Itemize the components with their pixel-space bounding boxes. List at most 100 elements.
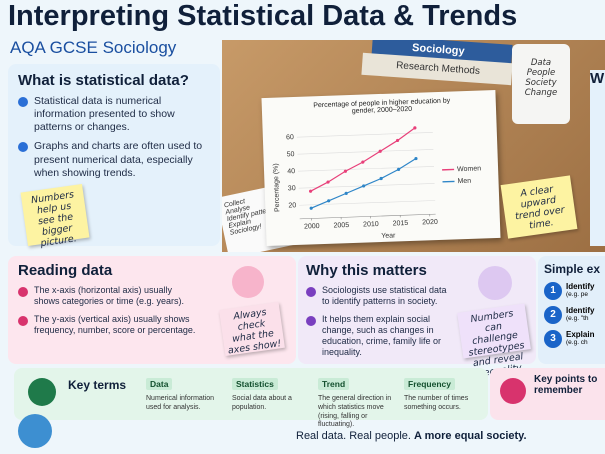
- point: [414, 156, 418, 161]
- example-detail: (e.g. pe: [566, 291, 589, 298]
- subtitle: AQA GCSE Sociology: [10, 38, 177, 57]
- y-tick-label: 40: [287, 168, 295, 175]
- axis: [299, 213, 436, 220]
- bullet-text: The x-axis (horizontal axis) usually sho…: [34, 285, 185, 307]
- examples-panel: Simple ex 1 Identify (e.g. pe 2 Identify (e.g…: [538, 256, 605, 364]
- bullet-text: Sociologists use statistical data to ide…: [322, 285, 447, 307]
- term-card: Trend The general direction in which stat…: [318, 374, 396, 430]
- sticky-note: Numbers help us see the bigger picture.: [20, 183, 90, 249]
- x-tick-label: 2015: [393, 220, 409, 228]
- example-detail: (e.g. "th: [566, 315, 589, 322]
- point: [361, 160, 365, 164]
- definition: The number of times something occurs.: [404, 395, 469, 411]
- bullet: Graphs and charts are often used to pres…: [18, 140, 210, 179]
- example-text: Identify (e.g. "th: [566, 306, 594, 324]
- term-card: Data Numerical information used for analy…: [146, 374, 224, 413]
- heading: Simple ex: [544, 262, 601, 276]
- x-label: Year: [381, 232, 396, 240]
- point: [362, 184, 366, 188]
- chart: Percentage (%) Year 20 30 40 50 60 2000 2005 20…: [273, 126, 481, 240]
- bullet: Sociologists use statistical data to ide…: [306, 285, 454, 308]
- bullet-text: Graphs and charts are often used to pres…: [34, 140, 203, 179]
- x-tick-label: 2010: [363, 221, 379, 229]
- x-tick-label: 2000: [304, 223, 320, 231]
- bullet-text: It helps them explain social change, suc…: [322, 313, 442, 358]
- y-tick-label: 30: [288, 185, 296, 192]
- key-terms-panel: Key terms Data Numerical information used…: [14, 368, 488, 428]
- grid-line: [297, 149, 434, 155]
- point: [344, 191, 348, 195]
- key-points-panel: Key points to remember: [490, 368, 605, 420]
- mug: Data People Society Change: [512, 44, 570, 124]
- sticky-note: Always check what the axes show!: [219, 302, 285, 356]
- bullet: The y-axis (vertical axis) usually shows…: [18, 314, 196, 337]
- heading: What is statistical data?: [18, 72, 189, 89]
- definition: The general direction in which statistic…: [318, 395, 392, 429]
- footer: Real data. Real people. A more equal soc…: [296, 430, 527, 442]
- point: [396, 167, 401, 171]
- point: [308, 189, 313, 193]
- key-icon: [28, 378, 56, 406]
- line: [310, 127, 416, 192]
- people-icon: [478, 266, 512, 300]
- definition: Social data about a population.: [232, 395, 292, 411]
- bullet: It helps them explain social change, suc…: [306, 314, 454, 359]
- grid-line: [296, 132, 433, 138]
- example-number: 2: [544, 306, 562, 324]
- example-item: 3 Explain (e.g. ch: [544, 330, 599, 348]
- y-tick-label: 20: [288, 202, 296, 209]
- right-panel: W: [590, 70, 605, 246]
- check-icon: [500, 378, 526, 404]
- title-text: Interpreting Statistical Data & Trends: [8, 0, 518, 32]
- bulb-icon: [232, 266, 264, 298]
- point: [326, 180, 330, 184]
- x-tick-label: 2005: [333, 222, 349, 230]
- example-number: 3: [544, 330, 562, 348]
- point: [379, 176, 383, 181]
- legend-label: Men: [457, 178, 471, 185]
- example-title: Identify: [566, 306, 595, 315]
- heading: Key points to remember: [534, 374, 598, 396]
- x-tick-label: 2020: [422, 219, 438, 227]
- grid-line: [299, 200, 436, 206]
- sticky-note: Numbers can challenge stereotypes and re…: [457, 303, 531, 380]
- example-detail: (e.g. ch: [566, 339, 588, 346]
- y-label: Percentage (%): [273, 163, 282, 212]
- example-number: 1: [544, 282, 562, 300]
- bullet-text: The y-axis (vertical axis) usually shows…: [34, 313, 196, 335]
- grid-line: [298, 183, 435, 189]
- example-text: Explain (e.g. ch: [566, 330, 594, 348]
- term-card: Statistics Social data about a population…: [232, 374, 310, 413]
- point: [327, 199, 331, 203]
- example-title: Identify: [566, 282, 595, 291]
- bullet: The x-axis (horizontal axis) usually sho…: [18, 285, 196, 308]
- globe-icon: [18, 414, 52, 448]
- bullet-text: Statistical data is numerical informatio…: [34, 95, 175, 134]
- desk-photo: Sociology Research Methods Data People S…: [222, 40, 605, 252]
- term: Frequency: [404, 378, 455, 390]
- example-text: Identify (e.g. pe: [566, 282, 594, 300]
- term: Statistics: [232, 378, 278, 390]
- example-item: 2 Identify (e.g. "th: [544, 306, 599, 324]
- heading: Why this matters: [306, 262, 427, 279]
- term: Data: [146, 378, 173, 390]
- term: Trend: [318, 378, 350, 390]
- point: [378, 149, 382, 153]
- point: [309, 206, 313, 210]
- heading: Key terms: [68, 378, 127, 392]
- title: Interpreting Statistical Data & Trends: [8, 0, 517, 33]
- heading: Reading data: [18, 262, 113, 279]
- y-tick-label: 50: [287, 151, 295, 158]
- y-tick-label: 60: [286, 134, 294, 141]
- example-title: Explain: [566, 330, 595, 339]
- term-card: Frequency The number of times something o…: [404, 374, 482, 413]
- footer-emphasis: A more equal society.: [414, 430, 527, 442]
- grid-line: [298, 166, 434, 172]
- footer-text: Real data. Real people.: [296, 430, 411, 442]
- example-item: 1 Identify (e.g. pe: [544, 282, 599, 300]
- chart-paper: Percentage of people in higher education…: [261, 89, 501, 247]
- definition: Numerical information used for analysis.: [146, 395, 215, 411]
- bullet: Statistical data is numerical informatio…: [18, 95, 210, 134]
- point: [395, 138, 400, 143]
